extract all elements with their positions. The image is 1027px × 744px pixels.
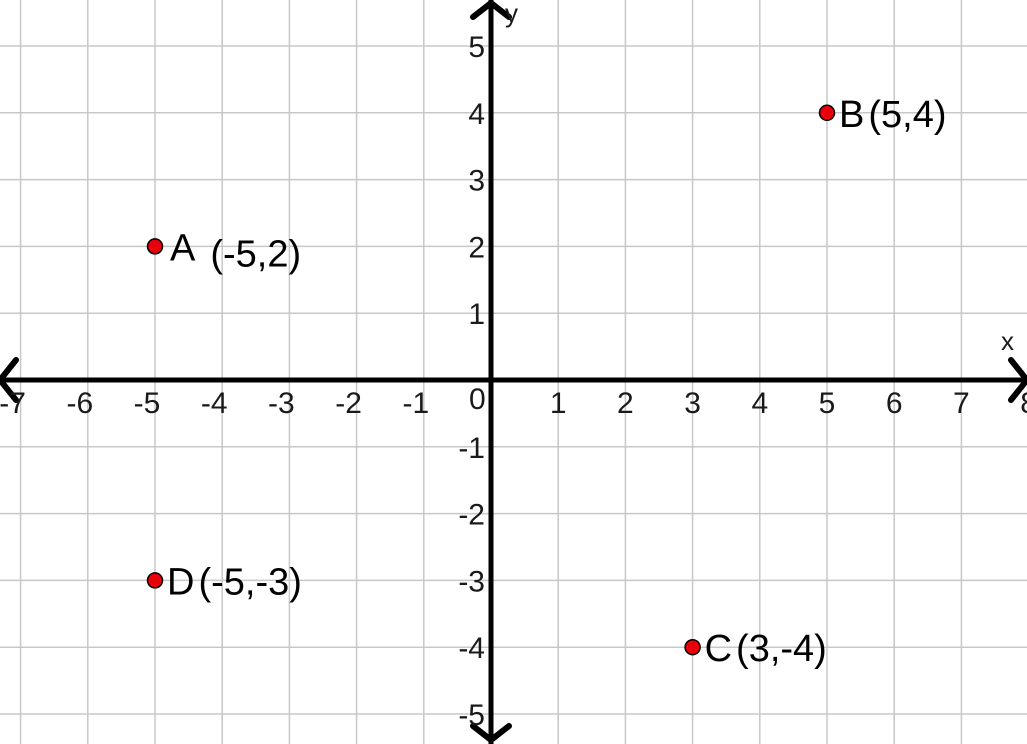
tick-labels: -7 -6 -5 -4 -3 -2 -1 1 2 3 4 5 6 7 8 5 4 3 2 1 -1 -2 -3 -4 -5	[0, 31, 1027, 732]
point-a	[146, 238, 164, 255]
y-tick-label: -2	[458, 499, 485, 532]
y-tick-label: -3	[458, 565, 485, 598]
point-b	[818, 104, 836, 122]
point-c	[684, 638, 701, 656]
x-tick-label: 4	[751, 387, 768, 420]
point-coords-b: (5,4)	[868, 94, 946, 136]
y-tick-label: 5	[468, 31, 485, 64]
point-label-b: B	[839, 94, 864, 136]
y-tick-label: -5	[458, 699, 485, 732]
x-axis-left-arrow-icon	[0, 357, 19, 403]
point-label-a: A	[170, 227, 196, 269]
x-tick-label: -2	[335, 387, 362, 420]
x-tick-label: 5	[819, 387, 836, 420]
x-tick-label: -4	[201, 387, 228, 420]
x-tick-label: -7	[0, 387, 26, 420]
x-tick-label: 3	[684, 387, 701, 420]
y-tick-label: 1	[468, 298, 485, 331]
point-label-d: D	[167, 561, 194, 603]
y-tick-label: -4	[458, 632, 485, 665]
x-tick-label: 1	[550, 387, 567, 420]
y-axis-top-arrow-icon	[470, 0, 512, 20]
points: A (-5,2) B (5,4) C (3,-4) D (-5,-3)	[146, 94, 947, 670]
point-coords-d: (-5,-3)	[198, 561, 301, 603]
y-tick-label: 2	[468, 231, 485, 264]
x-tick-label: -6	[66, 387, 93, 420]
x-tick-label: -3	[268, 387, 295, 420]
x-tick-label: 7	[953, 387, 970, 420]
y-tick-label: 3	[468, 165, 485, 198]
x-tick-label: -5	[134, 387, 161, 420]
y-axis-bottom-arrow-icon	[470, 723, 512, 743]
x-axis-label: x	[1001, 326, 1014, 356]
x-axis-right-arrow-icon	[1008, 357, 1027, 403]
x-tick-label: 8	[1020, 387, 1027, 420]
point-label-c: C	[705, 628, 732, 670]
y-tick-label: 4	[468, 98, 485, 131]
y-axis-label: y	[505, 0, 518, 28]
point-coords-c: (3,-4)	[736, 628, 827, 670]
origin-label: 0	[469, 383, 486, 416]
x-tick-label: 6	[886, 387, 903, 420]
point-d	[146, 572, 164, 589]
x-tick-label: -1	[402, 387, 429, 420]
y-tick-label: -1	[458, 432, 485, 465]
point-coords-a: (-5,2)	[210, 233, 301, 275]
x-tick-label: 2	[617, 387, 634, 420]
